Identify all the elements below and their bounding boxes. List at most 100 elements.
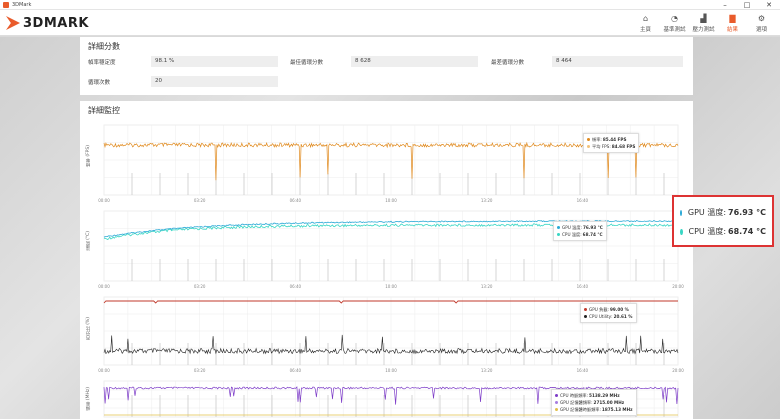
window-title-bar: 3DMark – □ ✕ bbox=[0, 0, 780, 10]
frame-stability-value: 98.1 % bbox=[151, 56, 278, 67]
avg-fps-tip-value: 84.68 FPS bbox=[611, 144, 636, 149]
cpu-temp-tip-label: CPU 溫度 bbox=[562, 231, 581, 237]
temperature-callout: GPU 溫度: 76.93 °C CPU 溫度: 68.74 °C bbox=[672, 195, 774, 247]
frame-stability-row: 幀率穩定度 98.1 % bbox=[88, 56, 278, 67]
loops-label: 循環次數 bbox=[88, 80, 111, 86]
fps-chart: 幀率 (FPS) 00:0003:2006:4010:0013:2016:402… bbox=[86, 123, 684, 205]
nav-item-0[interactable]: ⌂ 主頁 bbox=[631, 10, 660, 36]
gpu-mem-clock-legend-dot bbox=[555, 408, 558, 411]
logo-text: 3DMARK bbox=[23, 15, 89, 31]
top-navigation-bar: 3DMARK ⌂ 主頁 ◔ 基準測試 ▟ 壓力測試 ▇ 結果 ⚙ 選項 bbox=[0, 10, 780, 36]
worst-loop-label: 最差循環分數 bbox=[491, 60, 525, 66]
nav-item-3[interactable]: ▇ 結果 bbox=[718, 10, 747, 36]
stress-test-icon: ▟ bbox=[700, 13, 707, 23]
worst-loop-value: 8 464 bbox=[552, 56, 683, 67]
util-time-tick: 20:00 bbox=[672, 368, 684, 373]
cpu-util-legend-dot bbox=[584, 315, 587, 318]
freq-tooltip: CPU 時脈頻率:5138.29 MHz GPU 記憶體頻率:2715.00 M… bbox=[551, 389, 637, 416]
avg-fps-legend-dot bbox=[587, 145, 590, 148]
main-nav: ⌂ 主頁 ◔ 基準測試 ▟ 壓力測試 ▇ 結果 ⚙ 選項 bbox=[631, 10, 776, 36]
nav-item-label: 選項 bbox=[755, 26, 767, 33]
gpu-temp-legend-dot bbox=[557, 226, 560, 229]
fps-trace bbox=[103, 141, 679, 181]
close-button[interactable]: ✕ bbox=[766, 1, 772, 9]
maximize-button[interactable]: □ bbox=[743, 1, 751, 9]
temp-time-tick: 10:00 bbox=[385, 284, 397, 289]
fps-time-tick: 10:00 bbox=[385, 198, 397, 203]
cpu-clock-trace bbox=[103, 386, 679, 405]
fps-time-tick: 03:20 bbox=[194, 198, 206, 203]
loops-value: 20 bbox=[151, 76, 278, 87]
temp-time-tick: 03:20 bbox=[194, 284, 206, 289]
gpu-mem-tip-value: 2715.00 MHz bbox=[593, 400, 625, 405]
home-icon: ⌂ bbox=[642, 13, 649, 23]
temp-tooltip: GPU 溫度:76.93 °C CPU 溫度:68.74 °C bbox=[553, 221, 607, 241]
app-logo: 3DMARK bbox=[6, 15, 89, 31]
cpu-temp-tip-value: 68.74 °C bbox=[582, 232, 603, 237]
nav-item-label: 基準測試 bbox=[663, 26, 686, 33]
fps-tooltip: 幀率:85.44 FPS 平均 FPS:84.68 FPS bbox=[583, 133, 640, 153]
nav-item-2[interactable]: ▟ 壓力測試 bbox=[689, 10, 718, 36]
temp-time-tick: 06:40 bbox=[290, 284, 302, 289]
gpu-mem-clock-tip-value: 1875.13 MHz bbox=[601, 407, 633, 412]
fps-tip-label: 幀率 bbox=[592, 136, 601, 142]
window-title: 3DMark bbox=[12, 2, 32, 8]
cpu-util-tip-value: 20.61 % bbox=[613, 314, 633, 319]
util-time-tick: 00:00 bbox=[98, 368, 110, 373]
frequency-chart-svg bbox=[103, 380, 679, 418]
worst-loop-row: 最差循環分數 8 464 bbox=[491, 56, 683, 67]
util-time-tick: 16:40 bbox=[577, 368, 589, 373]
cpu-clock-tip-label: CPU 時脈頻率 bbox=[560, 392, 587, 398]
fps-tip-value: 85.44 FPS bbox=[602, 137, 627, 142]
nav-item-label: 主頁 bbox=[639, 26, 651, 33]
window-controls: – □ ✕ bbox=[714, 0, 780, 10]
util-tooltip: GPU 負載:99.00 % CPU Utility:20.61 % bbox=[580, 303, 637, 323]
nav-item-4[interactable]: ⚙ 選項 bbox=[747, 10, 776, 36]
best-loop-value: 8 628 bbox=[351, 56, 478, 67]
best-loop-label: 最佳循環分數 bbox=[290, 60, 324, 66]
callout-gpu-dot bbox=[680, 209, 682, 216]
frequency-chart: 頻率 (MHz) CPU 時脈頻率:5138.29 MHz GPU 記憶體頻率:… bbox=[86, 379, 684, 419]
gpu-mem-tip-label: GPU 記憶體頻率 bbox=[560, 399, 592, 405]
temp-time-tick: 00:00 bbox=[98, 284, 110, 289]
nav-item-label: 壓力測試 bbox=[692, 26, 715, 33]
callout-cpu-value: 68.74 °C bbox=[728, 227, 766, 236]
gpu-mem-legend-dot bbox=[555, 401, 558, 404]
minimize-button[interactable]: – bbox=[723, 1, 727, 9]
callout-gpu-label: GPU 溫度: bbox=[687, 208, 727, 217]
loops-row: 循環次數 20 bbox=[88, 76, 278, 87]
cpu-temp-legend-dot bbox=[557, 233, 560, 236]
cpu-clock-legend-dot bbox=[555, 394, 558, 397]
temp-time-tick: 13:20 bbox=[481, 284, 493, 289]
temperature-chart: 溫度 (°C) 00:00 03:20 06:40 10:00 13:20 16:40 20… bbox=[86, 209, 684, 291]
utilization-chart: 百分比 (%) 00:00 03:20 06:40 10:00 13:20 16:40 20… bbox=[86, 295, 684, 375]
nav-item-label: 結果 bbox=[726, 26, 738, 33]
fps-time-tick: 00:00 bbox=[98, 198, 110, 203]
results-icon: ▇ bbox=[729, 13, 736, 23]
detailed-monitoring-title: 詳細監控 bbox=[88, 106, 120, 115]
benchmark-icon: ◔ bbox=[671, 13, 678, 23]
util-time-tick: 10:00 bbox=[385, 368, 397, 373]
detailed-scores-title: 詳細分數 bbox=[88, 42, 120, 51]
gpu-load-trace bbox=[103, 300, 678, 304]
temp-time-tick: 16:40 bbox=[577, 284, 589, 289]
detailed-scores-card: 詳細分數 幀率穩定度 98.1 % 最佳循環分數 8 628 最差循環分數 8 … bbox=[80, 37, 693, 95]
cpu-util-tip-label: CPU Utility bbox=[589, 314, 612, 319]
options-icon: ⚙ bbox=[757, 13, 766, 23]
avg-fps-tip-label: 平均 FPS bbox=[592, 143, 610, 149]
cpu-clock-tip-value: 5138.29 MHz bbox=[589, 393, 620, 398]
callout-gpu-value: 76.93 °C bbox=[728, 208, 766, 217]
temp-time-tick: 20:00 bbox=[672, 284, 684, 289]
fps-time-tick: 16:40 bbox=[577, 198, 589, 203]
gpu-load-tip-value: 99.00 % bbox=[609, 307, 629, 312]
gpu-load-tip-label: GPU 負載 bbox=[589, 306, 608, 312]
logo-mark-icon bbox=[6, 16, 20, 30]
gpu-mem-clock-tip-label: GPU 記憶體時脈頻率 bbox=[560, 406, 600, 412]
util-time-tick: 06:40 bbox=[290, 368, 302, 373]
gpu-load-legend-dot bbox=[584, 308, 587, 311]
nav-item-1[interactable]: ◔ 基準測試 bbox=[660, 10, 689, 36]
util-time-tick: 13:20 bbox=[481, 368, 493, 373]
callout-cpu-dot bbox=[680, 228, 683, 235]
fps-time-tick: 13:20 bbox=[481, 198, 493, 203]
